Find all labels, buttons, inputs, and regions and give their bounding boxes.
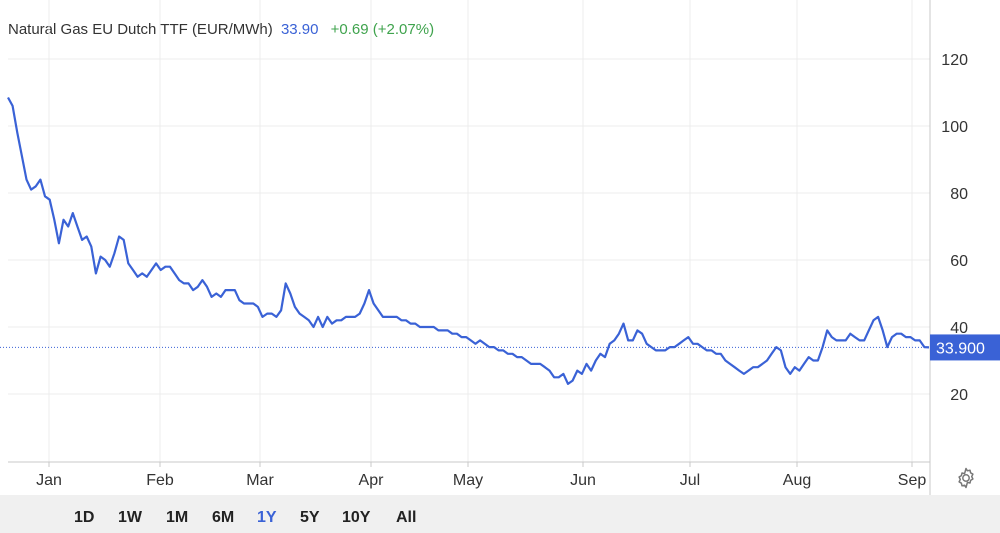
x-tick-label: Sep — [898, 472, 927, 489]
current-price-tag: 33.900 — [930, 334, 1000, 361]
price-chart[interactable]: 20 40 60 80 100 120 Jan Feb Mar Apr May Jun Jul Aug S… — [0, 0, 1000, 495]
range-selector-bar: 1D 1W 1M 6M 1Y 5Y 10Y All — [0, 495, 1000, 533]
range-button-1m[interactable]: 1M — [166, 509, 189, 526]
range-button-5y[interactable]: 5Y — [300, 509, 320, 526]
range-button-1y[interactable]: 1Y — [257, 509, 277, 526]
x-tick-label: Feb — [146, 472, 174, 489]
range-button-10y[interactable]: 10Y — [342, 509, 371, 526]
y-axis-ticks: 20 40 60 80 100 120 — [941, 52, 968, 404]
last-price: 33.90 — [280, 21, 319, 38]
instrument-title: Natural Gas EU Dutch TTF (EUR/MWh) — [8, 21, 273, 38]
x-tick-label: Jan — [36, 472, 62, 489]
price-tag-background — [930, 334, 1000, 361]
range-button-6m[interactable]: 6M — [212, 509, 235, 526]
x-tick-label: Aug — [783, 472, 811, 489]
y-tick-label: 100 — [941, 119, 968, 136]
x-axis-ticks: Jan Feb Mar Apr May Jun Jul Aug Sep — [36, 462, 926, 489]
x-tick-label: Jun — [570, 472, 596, 489]
y-tick-label: 80 — [950, 186, 968, 203]
range-button-all[interactable]: All — [396, 509, 417, 526]
y-tick-label: 20 — [950, 387, 968, 404]
gear-icon[interactable] — [954, 466, 978, 490]
x-tick-label: Mar — [246, 472, 274, 489]
range-button-1d[interactable]: 1D — [74, 509, 95, 526]
chart-header: Natural Gas EU Dutch TTF (EUR/MWh) 33.90… — [8, 21, 434, 38]
price-change: +0.69 (+2.07%) — [330, 21, 435, 38]
x-tick-label: May — [453, 472, 483, 489]
y-tick-label: 120 — [941, 52, 968, 69]
price-series-line — [7, 96, 930, 385]
y-tick-label: 60 — [950, 253, 968, 270]
x-tick-label: Apr — [359, 472, 385, 489]
vertical-gridlines — [48, 0, 913, 462]
x-tick-label: Jul — [680, 472, 700, 489]
price-tag-label: 33.900 — [936, 340, 985, 357]
y-tick-label: 40 — [950, 320, 968, 337]
horizontal-gridlines — [8, 58, 930, 395]
range-button-1w[interactable]: 1W — [118, 509, 142, 526]
